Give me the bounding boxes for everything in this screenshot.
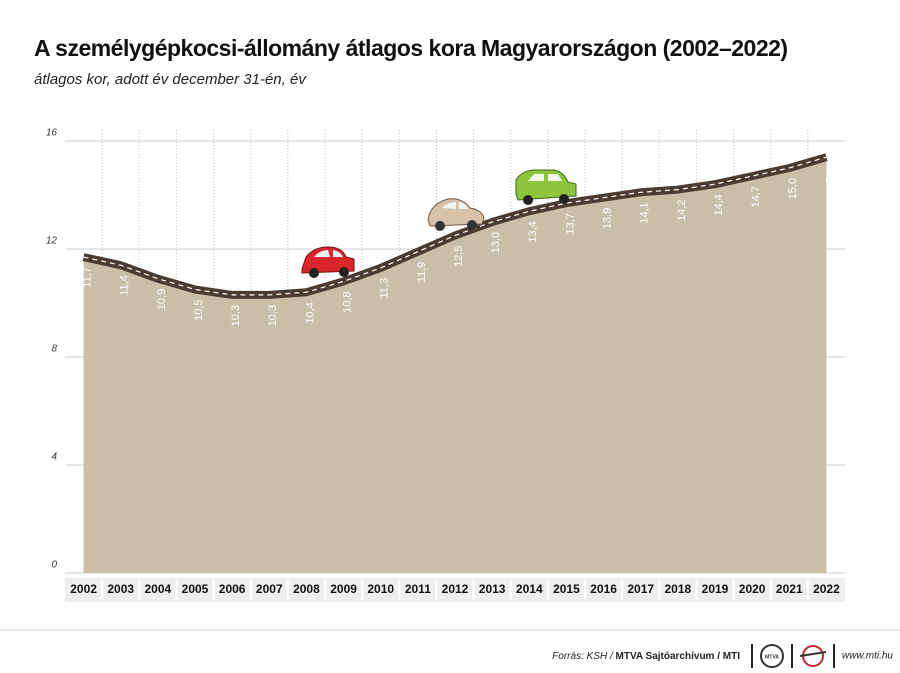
x-tick-label: 2015	[553, 582, 580, 596]
x-tick-label: 2020	[739, 582, 766, 596]
x-tick-label: 2018	[665, 582, 692, 596]
x-tick-label: 2013	[479, 582, 506, 596]
x-tick-label: 2012	[442, 582, 469, 596]
x-tick-label: 2006	[219, 582, 246, 596]
x-tick-label: 2010	[367, 582, 394, 596]
y-tick-label: 16	[46, 128, 58, 139]
value-label: 14,2	[676, 200, 688, 221]
value-label: 12,5	[453, 246, 465, 267]
value-label: 10,3	[267, 305, 279, 326]
chart-subtitle: átlagos kor, adott év december 31-én, év	[34, 71, 307, 88]
source: Forrás: KSH / MTVA Sajtóarchívum / MTI	[552, 651, 740, 662]
value-label: 11,4	[119, 275, 131, 296]
value-label: 13,9	[601, 208, 613, 229]
mtva-logo-text: MTVA	[765, 654, 779, 660]
y-tick-label: 8	[51, 344, 57, 355]
x-axis: 2002 2003 2004 2005 2006 2007 2008 2009 2010 2011…	[70, 580, 840, 600]
beige-car	[427, 198, 485, 231]
y-tick-label: 0	[51, 560, 57, 571]
y-tick-label: 4	[51, 452, 57, 463]
x-tick-label: 2016	[590, 582, 617, 596]
value-label: 10,9	[156, 289, 168, 310]
value-label: 13,7	[564, 213, 576, 234]
value-label: 13,4	[527, 221, 539, 242]
area	[83, 157, 827, 573]
road-centerline	[83, 156, 827, 296]
mtva-logo	[760, 644, 784, 668]
value-label: 14,4	[713, 194, 725, 215]
x-tick-label: 2011	[405, 582, 431, 596]
red-car	[301, 246, 355, 278]
website: www.mti.hu	[842, 651, 894, 662]
value-label: 11,7	[81, 267, 93, 288]
source-bold: MTVA Sajtóarchívum / MTI	[616, 651, 741, 662]
value-label: 15,4	[824, 167, 836, 188]
x-tick-label: 2005	[182, 582, 209, 596]
x-tick-label: 2022	[813, 582, 840, 596]
x-tick-label: 2004	[145, 582, 172, 596]
chart-title: A személygépkocsi-állomány átlagos kora …	[34, 35, 788, 61]
x-tick-label: 2007	[256, 582, 283, 596]
green-car	[515, 169, 577, 205]
value-label: 14,7	[750, 186, 762, 207]
source-label: Forrás: KSH /	[552, 651, 614, 662]
x-tick-label: 2009	[330, 582, 357, 596]
value-label: 11,9	[416, 262, 428, 283]
x-axis-band	[65, 578, 845, 602]
x-tick-label: 2017	[627, 582, 654, 596]
value-label: 10,4	[304, 302, 316, 323]
value-label: 10,8	[341, 291, 353, 312]
value-label: 14,1	[639, 202, 651, 223]
x-tick-label: 2014	[516, 582, 543, 596]
mti-logo-bar	[799, 651, 827, 657]
value-label: 10,5	[193, 300, 205, 321]
value-label: 11,3	[379, 278, 391, 299]
y-tick-label: 12	[46, 236, 58, 247]
value-label: 13,0	[490, 232, 502, 253]
plot-area: 0 4 8 12 16 11,7 11,4 10,9 10,5 10,3 10,3 10,4 10,8 1…	[46, 128, 845, 574]
x-tick-label: 2021	[776, 582, 803, 596]
x-tick-label: 2019	[702, 582, 729, 596]
value-label: 15,0	[787, 178, 799, 199]
value-label: 10,3	[230, 305, 242, 326]
x-tick-label: 2008	[293, 582, 320, 596]
x-tick-label: 2002	[70, 582, 97, 596]
x-tick-label: 2003	[107, 582, 134, 596]
